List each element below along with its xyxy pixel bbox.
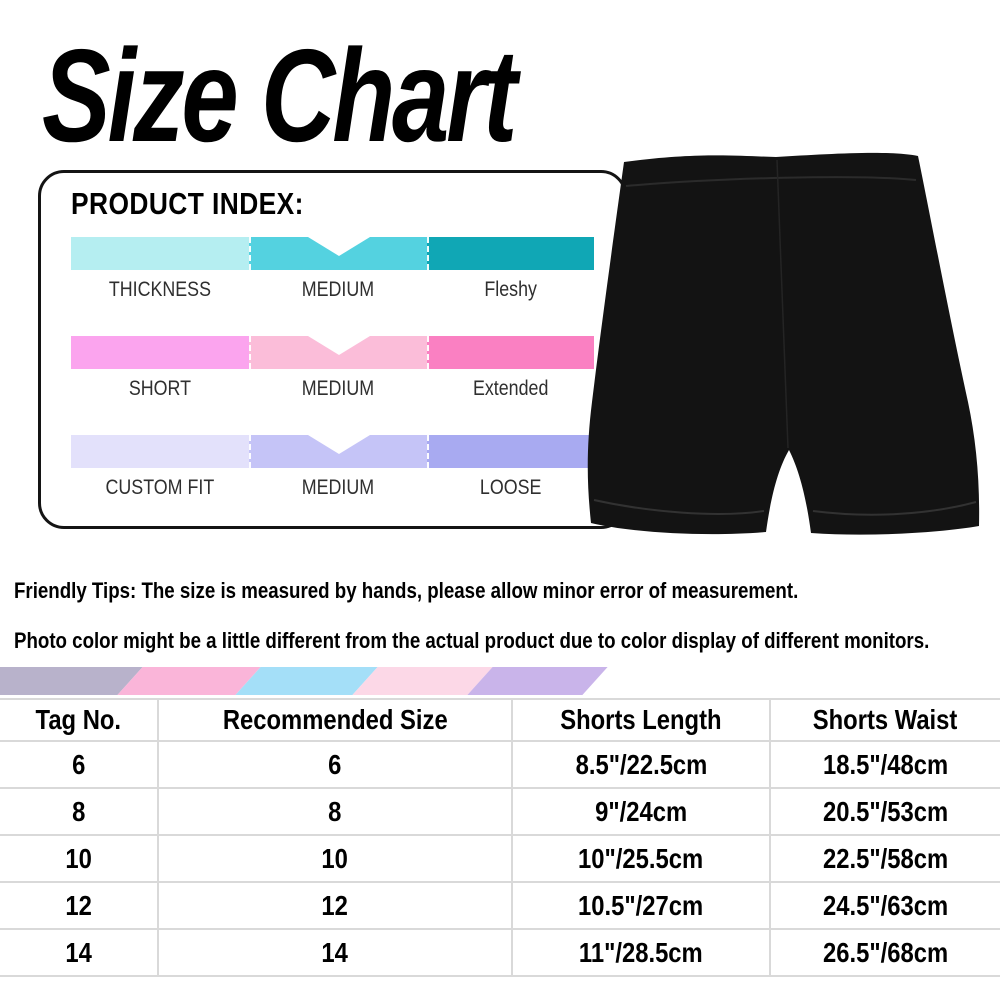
size-table: Tag No. Recommended Size Shorts Length S… <box>0 698 1000 977</box>
thickness-segment-medium <box>248 237 427 270</box>
length-bar-labels: SHORT MEDIUM Extended <box>71 377 594 401</box>
cell-tag: 12 <box>0 881 158 929</box>
cell-size: 12 <box>157 881 512 929</box>
table-row: 14 14 11"/28.5cm 26.5"/68cm <box>0 928 1000 977</box>
thickness-medium-label: MEDIUM <box>301 278 374 301</box>
length-short-label: SHORT <box>128 377 191 400</box>
fit-loose-label: LOOSE <box>479 476 542 499</box>
product-index-heading: PRODUCT INDEX: <box>71 187 594 221</box>
fit-bar <box>71 435 594 468</box>
thickness-label: THICKNESS <box>108 278 211 301</box>
product-index-heading-text: PRODUCT INDEX: <box>71 186 304 221</box>
header-shorts-waist: Shorts Waist <box>769 698 1000 741</box>
cell-tag: 10 <box>0 834 158 882</box>
cell-tag: 8 <box>0 787 158 835</box>
length-segment-extended <box>426 336 594 369</box>
thickness-bar-labels: THICKNESS MEDIUM Fleshy <box>71 278 594 302</box>
photo-color-tips-line: Photo color might be a little different … <box>14 628 930 653</box>
header-shorts-length: Shorts Length <box>511 698 770 741</box>
cell-length: 10.5"/27cm <box>511 881 770 929</box>
length-segment-short <box>71 336 249 369</box>
friendly-tips-line: Friendly Tips: The size is measured by h… <box>14 578 799 603</box>
length-segment-medium <box>248 336 427 369</box>
table-row: 12 12 10.5"/27cm 24.5"/63cm <box>0 881 1000 929</box>
fit-bar-labels: CUSTOM FIT MEDIUM LOOSE <box>71 476 594 500</box>
thickness-bar <box>71 237 594 270</box>
table-row: 6 6 8.5"/22.5cm 18.5"/48cm <box>0 740 1000 788</box>
cell-tag: 14 <box>0 928 158 977</box>
fit-segment-medium <box>248 435 427 468</box>
product-photo-shorts <box>587 152 980 535</box>
thickness-fleshy-label: Fleshy <box>484 278 537 301</box>
cell-size: 6 <box>157 740 512 788</box>
length-bar <box>71 336 594 369</box>
shorts-center-seam <box>776 159 789 449</box>
cell-waist: 18.5"/48cm <box>769 740 1000 788</box>
header-recommended-size: Recommended Size <box>157 698 512 741</box>
cell-size: 8 <box>157 787 512 835</box>
length-extended-label: Extended <box>472 377 549 400</box>
header-tag-no: Tag No. <box>0 698 158 741</box>
thickness-segment-fleshy <box>426 237 594 270</box>
fit-medium-label: MEDIUM <box>301 476 374 499</box>
decorative-stripe-band <box>0 667 612 695</box>
fit-segment-loose <box>426 435 594 468</box>
table-row: 10 10 10"/25.5cm 22.5"/58cm <box>0 834 1000 882</box>
page-title: Size Chart <box>42 22 517 169</box>
cell-waist: 24.5"/63cm <box>769 881 1000 929</box>
thickness-segment-thin <box>71 237 249 270</box>
shorts-left-hem-stitch <box>593 499 765 515</box>
size-table-header-row: Tag No. Recommended Size Shorts Length S… <box>0 698 1000 741</box>
cell-size: 10 <box>157 834 512 882</box>
cell-length: 11"/28.5cm <box>511 928 770 977</box>
cell-length: 8.5"/22.5cm <box>511 740 770 788</box>
cell-tag: 6 <box>0 740 158 788</box>
fit-custom-label: CUSTOM FIT <box>105 476 215 499</box>
length-medium-label: MEDIUM <box>301 377 374 400</box>
cell-waist: 20.5"/53cm <box>769 787 1000 835</box>
stripe-purple <box>467 667 608 695</box>
cell-length: 10"/25.5cm <box>511 834 770 882</box>
cell-waist: 26.5"/68cm <box>769 928 1000 977</box>
fit-segment-custom <box>71 435 249 468</box>
table-row: 8 8 9"/24cm 20.5"/53cm <box>0 787 1000 835</box>
product-index-box: PRODUCT INDEX: THICKNESS MEDIUM Fleshy S… <box>38 170 627 529</box>
cell-length: 9"/24cm <box>511 787 770 835</box>
shorts-right-hem-stitch <box>812 501 977 516</box>
cell-size: 14 <box>157 928 512 977</box>
shorts-waist-seam <box>625 176 917 187</box>
cell-waist: 22.5"/58cm <box>769 834 1000 882</box>
